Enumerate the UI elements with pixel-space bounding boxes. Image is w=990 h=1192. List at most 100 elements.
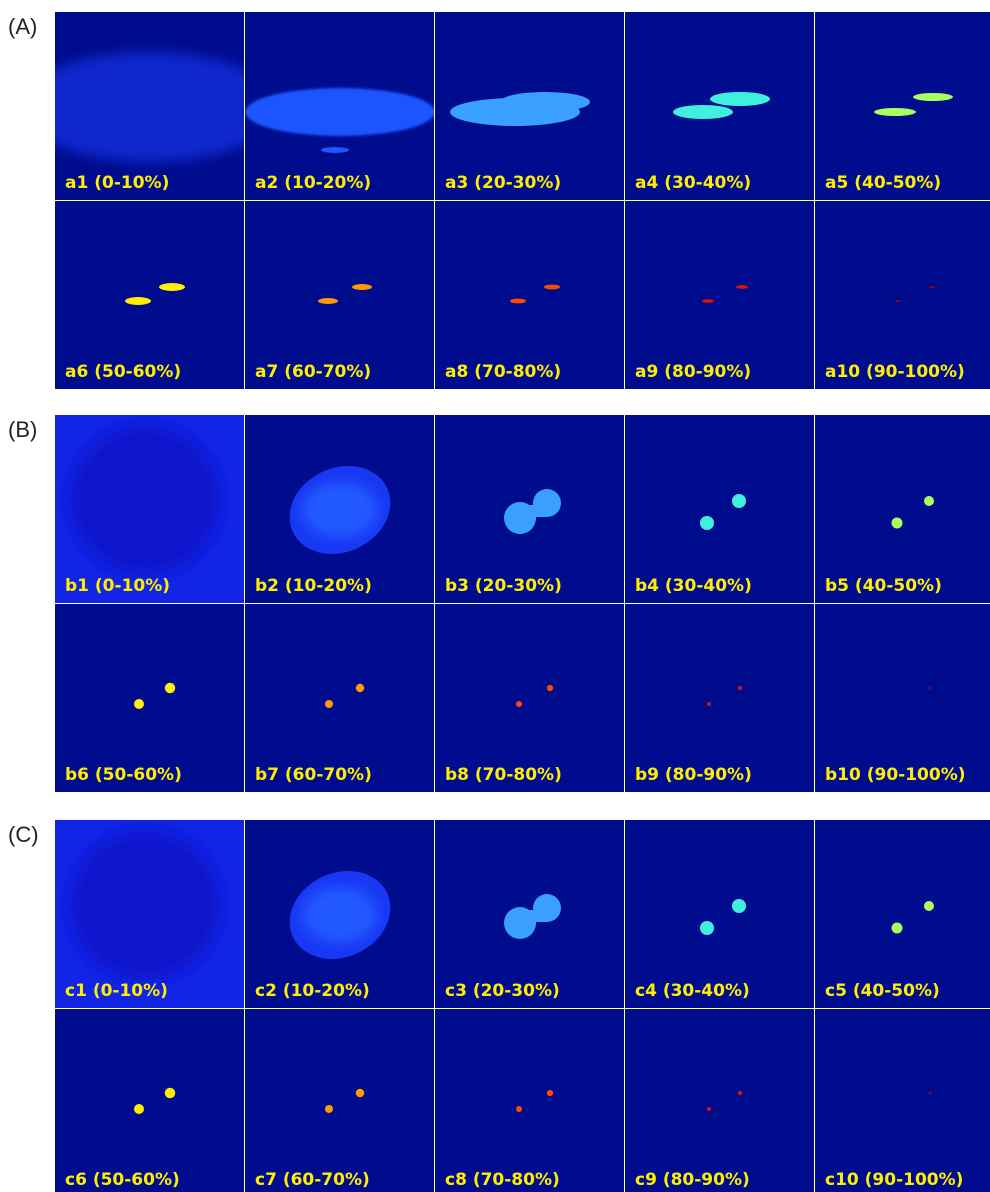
blob: [929, 1092, 932, 1095]
tile-bg: [815, 1009, 990, 1192]
figure: (A) a1 (0-10%) a2 (10-20%) a3 (20-30%) a4 (3…: [0, 0, 990, 1192]
tile: c7 (60-70%): [245, 1009, 435, 1192]
blob: [924, 496, 934, 506]
tile-bg: [815, 201, 990, 389]
tile-label: a2 (10-20%): [255, 173, 371, 193]
tile: a4 (30-40%): [625, 12, 815, 200]
blob: [929, 286, 935, 288]
tile-label: a7 (60-70%): [255, 362, 371, 382]
tile-label: a8 (70-80%): [445, 362, 561, 382]
tile: c9 (80-90%): [625, 1009, 815, 1192]
blob: [302, 887, 378, 943]
tile-label: c3 (20-30%): [445, 981, 560, 1001]
tile-bg: [245, 1009, 435, 1192]
tile: b1 (0-10%): [55, 415, 245, 603]
tile: c1 (0-10%): [55, 820, 245, 1008]
blob: [924, 901, 934, 911]
blob: [500, 92, 590, 112]
tile: a6 (50-60%): [55, 201, 245, 389]
tile: b7 (60-70%): [245, 604, 435, 792]
blob: [736, 285, 748, 289]
tile: a7 (60-70%): [245, 201, 435, 389]
tile-content: [55, 415, 245, 603]
tile-bg: [55, 201, 245, 389]
tile: a3 (20-30%): [435, 12, 625, 200]
blob: [547, 1090, 553, 1096]
blob: [325, 700, 333, 708]
blob: [738, 1091, 742, 1095]
tile-label: a9 (80-90%): [635, 362, 751, 382]
blob: [356, 684, 364, 692]
tile-label: c9 (80-90%): [635, 1170, 750, 1190]
tile-label: b5 (40-50%): [825, 576, 942, 596]
blob: [516, 1106, 522, 1112]
blob: [245, 88, 435, 136]
tile-label: c5 (40-50%): [825, 981, 940, 1001]
tile-bg: [815, 12, 990, 200]
blob: [895, 300, 901, 302]
blob: [544, 285, 560, 290]
tile-label: a5 (40-50%): [825, 173, 941, 193]
tile-bg: [55, 604, 245, 792]
tile-label: c7 (60-70%): [255, 1170, 370, 1190]
panel-label: (A): [8, 14, 37, 39]
tile: a9 (80-90%): [625, 201, 815, 389]
blob: [700, 921, 714, 935]
blob: [732, 899, 746, 913]
blob: [20, 52, 280, 162]
blob: [892, 518, 903, 529]
tile: b9 (80-90%): [625, 604, 815, 792]
tile-label: c6 (50-60%): [65, 1170, 180, 1190]
tile-label: a6 (50-60%): [65, 362, 181, 382]
tile: a1 (0-10%): [20, 12, 280, 200]
tile: c3 (20-30%): [435, 820, 625, 1008]
tile-label: b4 (30-40%): [635, 576, 752, 596]
tile-label: c4 (30-40%): [635, 981, 750, 1001]
tile-bg: [435, 604, 625, 792]
tile: b10 (90-100%): [815, 604, 990, 792]
tile-label: a1 (0-10%): [65, 173, 169, 193]
tile-label: a3 (20-30%): [445, 173, 561, 193]
tile-content: [55, 820, 245, 1008]
tile-label: b2 (10-20%): [255, 576, 372, 596]
blob: [352, 284, 372, 290]
tile-bg: [435, 1009, 625, 1192]
tile-label: b8 (70-80%): [445, 765, 562, 785]
tile: b3 (20-30%): [435, 415, 625, 603]
tile-bg: [625, 1009, 815, 1192]
tile-label: b1 (0-10%): [65, 576, 170, 596]
tile: c10 (90-100%): [815, 1009, 990, 1192]
tile-bg: [625, 12, 815, 200]
tile: a8 (70-80%): [435, 201, 625, 389]
tile-bg: [55, 1009, 245, 1192]
blob: [738, 686, 742, 690]
blob: [159, 283, 185, 291]
blob: [70, 830, 220, 980]
tile-content: [929, 1092, 932, 1095]
tile-bg: [625, 604, 815, 792]
blob: [673, 105, 733, 119]
tile: a5 (40-50%): [815, 12, 990, 200]
tile: c8 (70-80%): [435, 1009, 625, 1192]
tile-bg: [815, 820, 990, 1008]
tile: b2 (10-20%): [245, 415, 435, 603]
tile-label: c8 (70-80%): [445, 1170, 560, 1190]
tile: b8 (70-80%): [435, 604, 625, 792]
tile-bg: [625, 201, 815, 389]
tile-content: [20, 52, 280, 162]
tile-bg: [815, 415, 990, 603]
blob: [125, 297, 151, 305]
blob: [325, 1105, 333, 1113]
blob: [165, 1088, 176, 1099]
blob: [520, 910, 547, 922]
blob: [318, 298, 338, 304]
blob: [913, 93, 953, 101]
tile: c4 (30-40%): [625, 820, 815, 1008]
tile: a10 (90-100%): [815, 201, 990, 389]
blob: [510, 299, 526, 304]
tile-label: c2 (10-20%): [255, 981, 370, 1001]
tile-label: a10 (90-100%): [825, 362, 965, 382]
tile-label: b7 (60-70%): [255, 765, 372, 785]
blob: [165, 683, 176, 694]
tile-bg: [245, 201, 435, 389]
